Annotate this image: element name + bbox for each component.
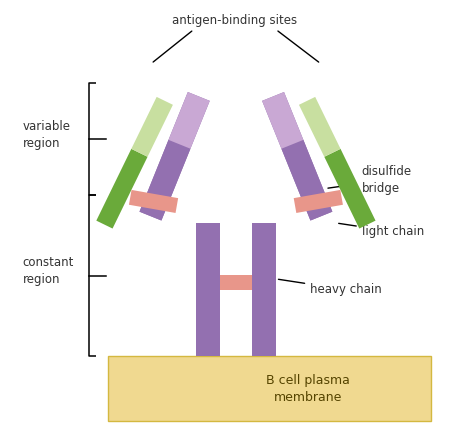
Polygon shape — [262, 92, 303, 149]
Bar — [220, 275, 252, 290]
Polygon shape — [168, 92, 210, 149]
Polygon shape — [294, 190, 343, 213]
Polygon shape — [139, 140, 191, 220]
Bar — [108, 356, 430, 421]
Bar — [252, 223, 276, 356]
Polygon shape — [299, 97, 340, 157]
Bar — [196, 223, 220, 356]
Text: antigen-binding sites: antigen-binding sites — [172, 14, 297, 27]
Text: heavy chain: heavy chain — [278, 279, 382, 296]
Text: constant
region: constant region — [23, 256, 74, 286]
Text: B cell plasma
membrane: B cell plasma membrane — [266, 374, 350, 404]
Text: variable
region: variable region — [23, 120, 71, 150]
Polygon shape — [262, 92, 332, 220]
Text: disulfide
bridge: disulfide bridge — [328, 165, 412, 195]
Text: light chain: light chain — [339, 223, 424, 238]
Polygon shape — [96, 149, 147, 229]
Polygon shape — [129, 190, 178, 213]
Polygon shape — [324, 149, 375, 229]
Polygon shape — [139, 92, 210, 220]
Polygon shape — [282, 140, 332, 220]
Polygon shape — [131, 97, 173, 157]
